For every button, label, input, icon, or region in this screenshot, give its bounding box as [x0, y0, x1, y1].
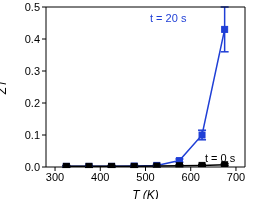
- svg-text:600: 600: [182, 171, 200, 183]
- svg-text:0.4: 0.4: [25, 33, 40, 45]
- html-text:t = 20 s: t = 20 s: [150, 12, 187, 24]
- svg-text:0.2: 0.2: [25, 97, 40, 109]
- svg-text:700: 700: [227, 171, 245, 183]
- svg-text:T (K): T (K): [132, 188, 159, 199]
- svg-text:0.3: 0.3: [25, 65, 40, 77]
- svg-text:400: 400: [91, 171, 109, 183]
- svg-text:500: 500: [136, 171, 154, 183]
- svg-text:0.0: 0.0: [25, 161, 40, 173]
- svg-text:ZT: ZT: [8, 78, 9, 95]
- svg-text:0.1: 0.1: [25, 129, 40, 141]
- svg-text:0.5: 0.5: [25, 1, 40, 13]
- svg-text:300: 300: [46, 171, 64, 183]
- html-text:t = 0 s: t = 0 s: [205, 152, 236, 164]
